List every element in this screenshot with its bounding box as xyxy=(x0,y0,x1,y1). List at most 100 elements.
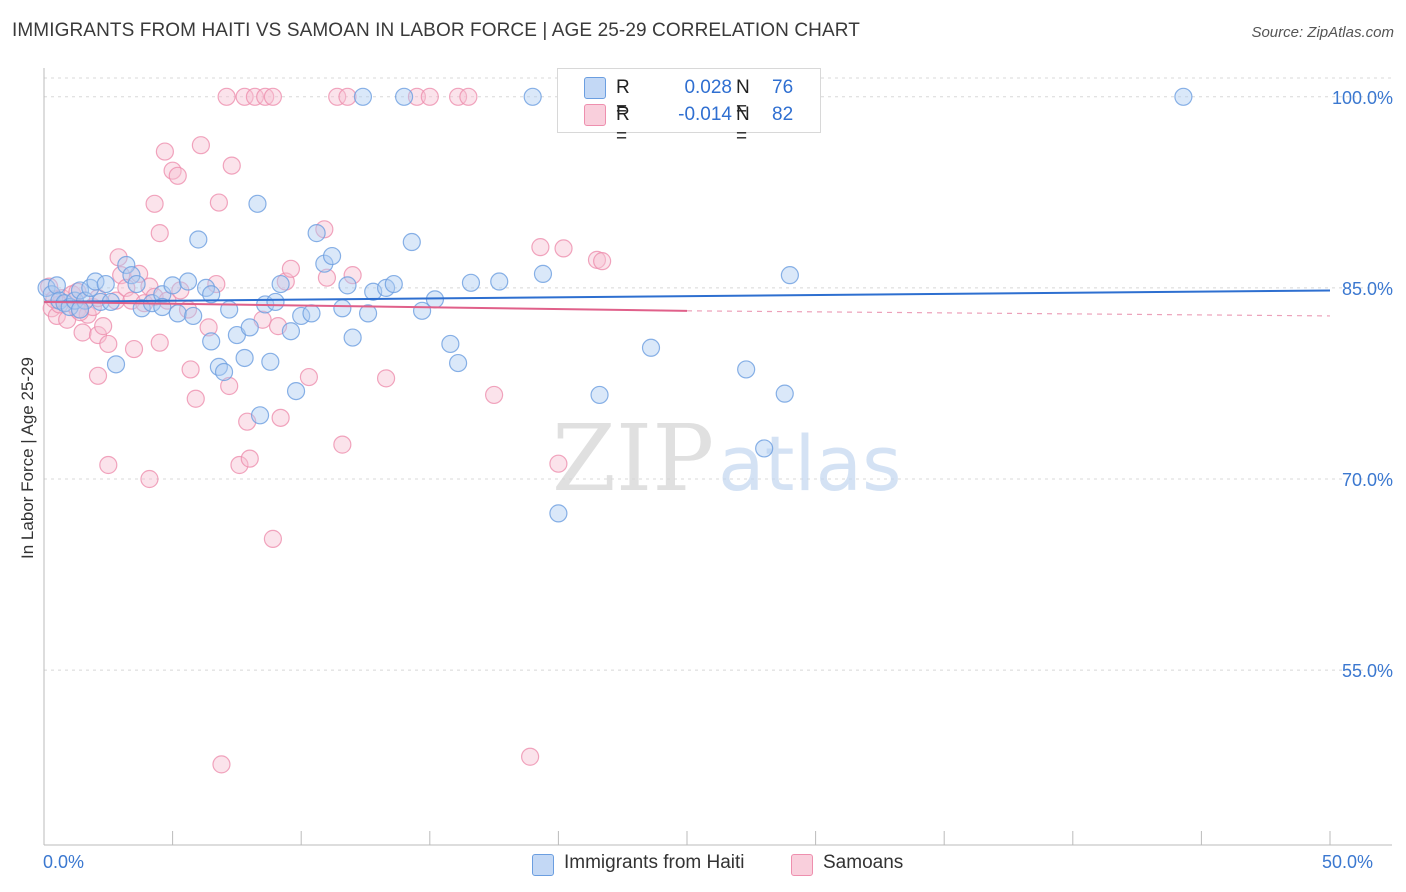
samoan-point xyxy=(554,239,573,258)
haiti-point xyxy=(261,352,280,371)
haiti-point xyxy=(163,276,182,295)
haiti-point xyxy=(590,385,609,405)
samoan-point xyxy=(145,194,164,213)
haiti-point xyxy=(248,194,267,213)
samoan-point xyxy=(333,435,352,454)
watermark-zip: ZIP xyxy=(552,405,714,512)
haiti-point xyxy=(96,274,115,294)
y-tick-label: 55.0% xyxy=(1342,661,1393,681)
haiti-point xyxy=(209,357,228,376)
samoan-point xyxy=(140,469,159,489)
haiti-point xyxy=(50,291,69,310)
samoan-point xyxy=(168,166,187,185)
samoan-point xyxy=(593,252,612,271)
series-legend: Immigrants from Haiti Samoans xyxy=(0,852,1406,878)
samoan-point xyxy=(256,87,275,106)
y-tick-label: 70.0% xyxy=(1342,470,1393,490)
haiti-point xyxy=(523,87,542,106)
samoan-point xyxy=(235,87,254,106)
haiti-point xyxy=(1174,87,1193,106)
haiti-point xyxy=(333,299,352,318)
samoan-point xyxy=(212,755,231,774)
samoan-point xyxy=(150,333,169,352)
samoan-point xyxy=(549,454,568,473)
legend-n-label: N = xyxy=(736,77,750,120)
haiti-point xyxy=(775,384,794,403)
haiti-point xyxy=(343,328,362,347)
samoan-point xyxy=(230,455,249,475)
haiti-point xyxy=(737,360,756,379)
haiti-swatch xyxy=(532,854,554,876)
correlation-legend: R = 0.028 N = 76 R = -0.014 N = 82 xyxy=(557,68,821,147)
samoan-point xyxy=(209,193,228,212)
samoan-point xyxy=(163,161,182,180)
watermark: ZIP atlas xyxy=(552,405,902,512)
y-axis-label: In Labor Force | Age 25-29 xyxy=(18,357,37,559)
haiti-point xyxy=(240,318,259,337)
haiti-swatch xyxy=(584,77,606,99)
gridlines xyxy=(44,77,1392,671)
samoan-point xyxy=(240,449,259,468)
legend-r-label: R = xyxy=(616,77,630,120)
haiti-point xyxy=(448,353,468,373)
source-credit: Source: ZipAtlas.com xyxy=(1251,24,1394,41)
samoan-point xyxy=(328,87,347,106)
haiti-point xyxy=(755,439,774,458)
samoan-point xyxy=(191,136,210,155)
samoan-point xyxy=(338,87,357,106)
haiti-point xyxy=(307,224,326,243)
haiti-point xyxy=(122,266,141,285)
haiti-point xyxy=(117,255,136,275)
chart-title: IMMIGRANTS FROM HAITI VS SAMOAN IN LABOR… xyxy=(12,20,860,41)
samoan-trend-extension xyxy=(686,310,1331,317)
haiti-point xyxy=(549,504,568,523)
haiti-point xyxy=(266,292,285,312)
samoan-point xyxy=(88,366,108,385)
y-tick-label: 85.0% xyxy=(1342,279,1393,299)
samoan-point xyxy=(181,360,200,379)
samoan-point xyxy=(186,389,205,408)
samoan-trend-line xyxy=(43,300,688,312)
haiti-point xyxy=(490,272,509,291)
haiti-point xyxy=(271,274,290,294)
haiti-point xyxy=(202,332,221,351)
samoan-point xyxy=(317,268,337,287)
haiti-trend-line xyxy=(43,289,1331,303)
x-tick-max: 50.0% xyxy=(1322,852,1374,872)
x-tick-min: 0.0% xyxy=(43,852,85,872)
haiti-point xyxy=(214,362,234,382)
samoan-point xyxy=(521,747,540,766)
samoan-point xyxy=(73,323,92,342)
haiti-point xyxy=(358,304,378,323)
haiti-point xyxy=(189,230,208,249)
haiti-point xyxy=(322,246,342,266)
samoan-point xyxy=(531,238,550,257)
legend-n-value-samoan: 82 xyxy=(772,104,794,125)
samoan-point xyxy=(150,224,169,243)
samoan-point xyxy=(271,408,290,427)
haiti-point xyxy=(461,273,481,292)
haiti-point xyxy=(533,264,553,283)
haiti-point xyxy=(47,276,66,295)
haiti-point xyxy=(70,300,90,319)
samoan-point xyxy=(459,87,478,106)
axes xyxy=(43,68,1392,846)
samoan-point xyxy=(420,87,439,106)
samoan-point xyxy=(263,529,283,548)
series-legend-haiti-label: Immigrants from Haiti xyxy=(564,852,745,873)
samoan-swatch xyxy=(584,104,606,126)
legend-r-value-samoan: -0.014 xyxy=(678,104,732,125)
y-tick-label: 100.0% xyxy=(1332,88,1393,108)
haiti-point xyxy=(641,338,661,357)
trend-lines xyxy=(43,289,1331,317)
samoan-point xyxy=(222,156,241,175)
samoan-point xyxy=(99,334,118,354)
haiti-point xyxy=(178,272,198,291)
samoan-point xyxy=(220,376,239,396)
legend-n-value-haiti: 76 xyxy=(772,77,794,98)
haiti-point xyxy=(338,276,357,295)
haiti-point xyxy=(235,348,254,368)
haiti-point xyxy=(281,322,301,341)
samoan-point xyxy=(448,87,468,106)
